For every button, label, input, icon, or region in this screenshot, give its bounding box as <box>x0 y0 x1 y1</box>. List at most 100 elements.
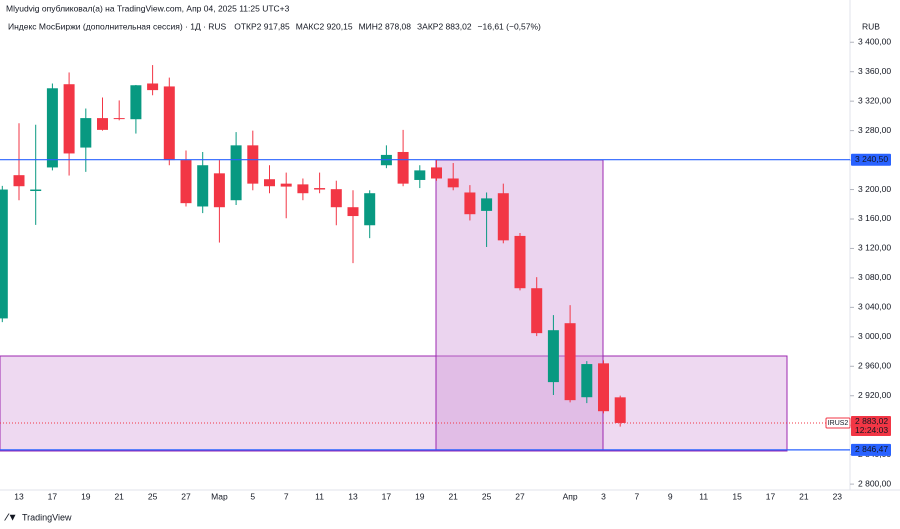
x-tick-label: 21 <box>448 491 458 501</box>
symbol-tag <box>825 417 851 429</box>
ohlc-label: МИН <box>359 21 378 31</box>
published-note: Mlyudvig опубликовал(а) на TradingView.c… <box>6 3 290 13</box>
x-tick-label: 13 <box>348 491 358 501</box>
zone <box>435 159 604 452</box>
x-tick-label: 15 <box>732 491 742 501</box>
x-tick-label: 17 <box>382 491 392 501</box>
candle-body <box>564 323 576 401</box>
candle-body <box>264 179 275 187</box>
candle-body <box>314 188 326 190</box>
x-tick-label: 25 <box>482 491 492 501</box>
candle-body <box>347 207 359 217</box>
candle-body <box>364 193 376 226</box>
candle-body <box>447 178 459 188</box>
currency: RUB <box>862 21 880 31</box>
x-tick-label: Апр <box>563 491 578 501</box>
countdown: 12:24:03 <box>855 425 888 435</box>
x-tick-label: 27 <box>515 491 525 501</box>
x-tick-label: 21 <box>114 491 124 501</box>
candle-body <box>180 160 192 204</box>
last-price-label: 2 883,02 <box>855 416 888 426</box>
x-tick-label: 25 <box>148 491 158 501</box>
candle-body <box>397 151 409 184</box>
candle-body <box>330 189 342 208</box>
y-tick-label: 3 040,00 <box>858 302 891 312</box>
symbol-label: IRUS2 <box>828 420 849 427</box>
x-tick-label: 3 <box>601 491 606 501</box>
candle-body <box>547 330 559 383</box>
candle-body <box>531 288 543 334</box>
candle-body <box>414 170 426 180</box>
x-tick-label: 7 <box>635 491 640 501</box>
last-price-tag <box>851 415 891 436</box>
x-tick-label: 23 <box>833 491 843 501</box>
y-tick-label: 3 280,00 <box>858 125 891 135</box>
candle-body <box>247 145 259 184</box>
candle-body <box>113 118 125 120</box>
x-tick-label: 27 <box>181 491 191 501</box>
brand: ⁄▼ TradingView <box>4 512 72 523</box>
x-tick-label: 9 <box>668 491 673 501</box>
candle-body <box>464 192 476 215</box>
x-tick-label: 13 <box>14 491 24 501</box>
level-tag <box>851 153 891 166</box>
y-tick-label: 3 360,00 <box>858 66 891 76</box>
y-tick-label: 2 960,00 <box>858 361 891 371</box>
plot <box>0 65 626 427</box>
chart-title: Индекс МосБиржи (дополнительная сессия) … <box>8 21 227 31</box>
brand-name: TradingView <box>22 512 72 522</box>
candle-body <box>614 397 626 423</box>
candle-body <box>97 118 108 130</box>
candle-body <box>230 145 242 201</box>
candle-body <box>213 173 225 208</box>
x-tick-label: 21 <box>799 491 809 501</box>
candle-body <box>46 88 58 168</box>
x-tick-label: 19 <box>81 491 91 501</box>
zone <box>0 355 788 452</box>
ohlc-label: ОТКР <box>234 21 257 31</box>
candle-body <box>63 84 75 154</box>
symbol-header: Индекс МосБиржи (дополнительная сессия) … <box>8 21 541 31</box>
y-tick-label: 3 120,00 <box>858 243 891 253</box>
candle-body <box>197 165 209 207</box>
candle-body <box>163 86 175 161</box>
change: −16,61 (−0,57%) <box>478 21 541 31</box>
ohlc-label: МАКС <box>296 21 320 31</box>
x-tick-label: 17 <box>48 491 58 501</box>
y-tick-label: 3 000,00 <box>858 331 891 341</box>
candle-body <box>497 193 509 241</box>
x-tick-label: 5 <box>250 491 255 501</box>
x-tick-label: 19 <box>415 491 425 501</box>
x-tick-label: 11 <box>315 491 324 501</box>
candle-body <box>297 184 309 194</box>
x-tick-label: 11 <box>699 491 708 501</box>
y-tick-label: 3 400,00 <box>858 36 891 46</box>
y-tick-label: 3 080,00 <box>858 272 891 282</box>
brand-logo: ⁄▼ <box>4 513 18 524</box>
candle-body <box>481 198 493 211</box>
ohlc-value: 2 920,15 <box>319 21 352 31</box>
candle-body <box>30 189 42 192</box>
ohlc-value: 2 883,02 <box>438 21 471 31</box>
x-tick-label: 7 <box>284 491 289 501</box>
y-tick-label: 3 200,00 <box>858 184 891 194</box>
candle-body <box>0 189 8 319</box>
candle-body <box>431 167 442 179</box>
candle-body <box>13 175 25 187</box>
candle-body <box>130 85 142 120</box>
candle-body <box>280 183 292 187</box>
y-tick-label: 3 320,00 <box>858 95 891 105</box>
candle-body <box>581 364 593 398</box>
candle-body <box>147 83 159 91</box>
ohlc-value: 2 917,85 <box>257 21 290 31</box>
candle-body <box>80 118 92 148</box>
ohlc-label: ЗАКР <box>417 21 439 31</box>
y-tick-label: 2 920,00 <box>858 390 891 400</box>
ohlc-value: 2 878,08 <box>378 21 411 31</box>
level-label: 2 846,47 <box>855 444 888 454</box>
level-label: 3 240,50 <box>855 154 888 164</box>
x-tick-label: 17 <box>766 491 776 501</box>
candle-body <box>514 235 526 289</box>
x-tick-label: Мар <box>211 491 228 501</box>
